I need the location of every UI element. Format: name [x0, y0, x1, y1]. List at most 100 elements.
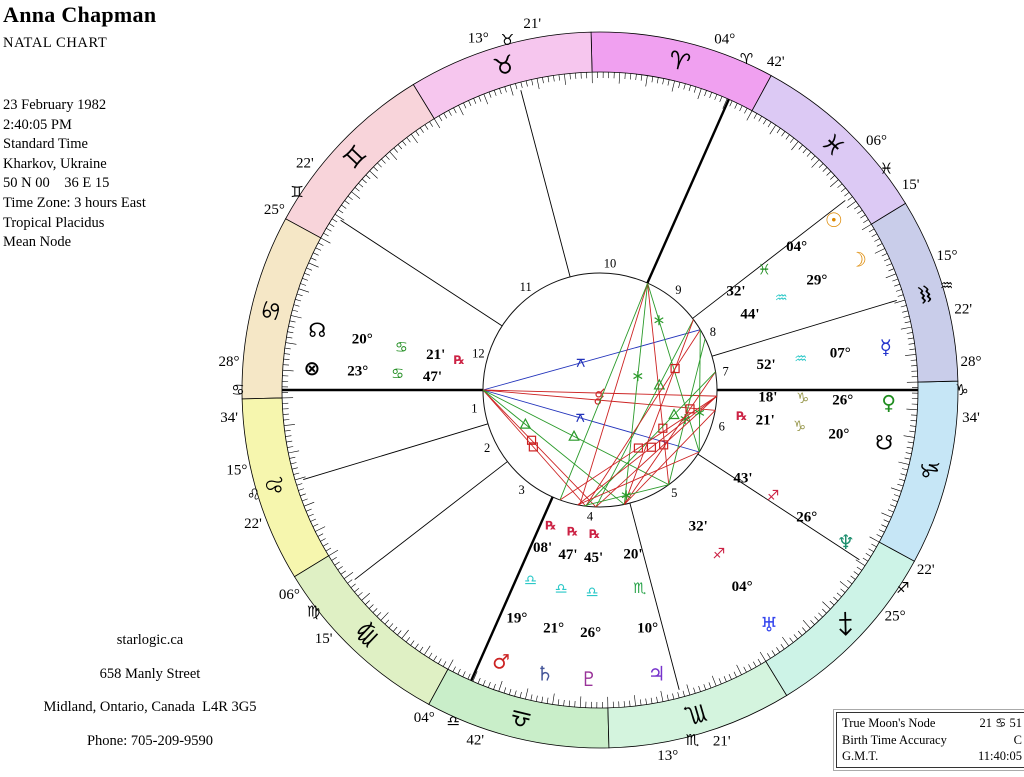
planet-mars-retrograde: ℞ — [545, 518, 556, 532]
aspect-glyph-tr — [668, 408, 680, 420]
planet-pluto-retrograde: ℞ — [589, 527, 600, 541]
cusp-5-sign: ♏ — [686, 731, 700, 749]
zodiac-band: ♈♉♊♋♌♍♎ ♏♐♑♒♓ — [241, 31, 959, 749]
aspect-line — [595, 319, 694, 508]
cusp-1-sign: ♋ — [231, 381, 244, 399]
cusp-3-sign: ♍ — [307, 602, 320, 620]
cusp-2-degree: 15° — [226, 463, 247, 479]
planet-south-node-sign: ♑ — [793, 419, 806, 435]
cusp-6-sign: ♐ — [896, 579, 909, 597]
planet-uranus-degree: 04° — [732, 579, 753, 595]
cusp-8-minute: 22' — [954, 301, 972, 317]
planet-glyph-mercury: ☿ — [880, 335, 892, 359]
aspect-line — [482, 329, 701, 391]
planet-mars: ♂ 19° ♎ 08' ℞ — [492, 518, 556, 673]
planet-mars-minute: 08' — [533, 540, 552, 556]
planet-glyph-part-of-fortune: ⊗ — [303, 356, 320, 380]
info-box-value: 21 ♋ 51 — [979, 716, 1022, 730]
degree-tick-ring — [281, 71, 919, 709]
planet-venus-sign: ♑ — [796, 391, 809, 407]
planet-uranus-minute: 32' — [689, 518, 708, 534]
cusp-12-sign: ♊ — [290, 183, 303, 201]
cusp-11-sign: ♉ — [501, 31, 514, 49]
aspect-line — [647, 283, 670, 485]
planet-part-of-fortune: ⊗ 23° ♋ 47' — [303, 356, 442, 385]
aspect-glyph-tr — [568, 429, 580, 441]
cusp-8-sign: ♒ — [940, 276, 953, 294]
aspect-line — [482, 389, 625, 505]
planet-saturn-retrograde: ℞ — [567, 524, 578, 538]
aspect-line — [579, 282, 649, 506]
cusp-5-degree: 13° — [657, 748, 678, 764]
person-name: Anna Chapman — [3, 2, 157, 27]
cusp-4-minute: 42' — [466, 732, 484, 748]
planet-north-node-retrograde: ℞ — [454, 353, 465, 367]
cusp-1-minute: 34' — [220, 410, 238, 426]
aspect-glyph-qx — [576, 413, 585, 423]
aspect-glyph-tr — [519, 417, 532, 429]
aspect-line — [559, 395, 718, 501]
aspect-glyph-sq — [528, 442, 538, 452]
birth-info-block: 23 February 1982 2:40:05 PM Standard Time K… — [3, 96, 146, 253]
aspect-glyph-sq — [633, 443, 644, 453]
aspect-line — [482, 389, 700, 453]
planet-glyph-mars: ♂ — [492, 650, 510, 674]
aspect-line — [585, 371, 716, 507]
planet-part-of-fortune-degree: 23° — [347, 363, 368, 379]
planet-pluto: ♇ 26° ♎ 45' ℞ — [580, 527, 603, 691]
planet-mars-degree: 19° — [506, 610, 527, 626]
planet-part-of-fortune-sign: ♋ — [391, 366, 404, 382]
planet-neptune: ♆ 26° ♐ 43' — [733, 470, 855, 554]
aspect-hub-circle — [482, 272, 718, 508]
cusp-11-degree: 13° — [468, 30, 489, 46]
planet-glyph-saturn: ♄ — [536, 662, 554, 686]
cusp-4-degree: 04° — [414, 710, 435, 726]
planet-north-node-degree: 20° — [352, 331, 373, 347]
house-number-4: 4 — [587, 510, 594, 524]
chart-header: Anna Chapman NATAL CHART — [3, 2, 156, 52]
planet-mercury-sign: ♒ — [794, 352, 807, 368]
planet-uranus: ♅ 04° ♐32' — [689, 518, 778, 636]
aspect-line — [559, 282, 649, 501]
aspect-glyph-cj — [595, 388, 605, 398]
birth-info-line-7: Mean Node — [3, 234, 72, 251]
planet-glyph-sun: ☉ — [825, 208, 843, 232]
planet-glyph-south-node: ☋ — [875, 431, 893, 455]
planet-glyph-pluto: ♇ — [580, 667, 598, 691]
planet-glyph-venus: ♀ — [881, 391, 896, 415]
cusp-12-degree: 25° — [264, 202, 285, 218]
chart-type-label: NATAL CHART — [3, 35, 108, 51]
footer-line-3: Phone: 705-209-9590 — [86, 732, 214, 749]
planet-moon-minute: 44' — [740, 306, 759, 322]
planet-neptune-sign: ♐ — [766, 489, 779, 505]
planet-saturn: ♄ 21° ♎ 47' ℞ — [536, 524, 578, 685]
house-cusp-line-9 — [692, 200, 846, 319]
planet-glyph-moon: ☽ — [849, 248, 867, 272]
info-box-label: G.M.T. — [842, 749, 879, 763]
planet-mercury-degree: 07° — [830, 346, 851, 362]
planet-glyph-north-node: ☊ — [308, 318, 326, 342]
birth-info-line-1: 2:40:05 PM — [3, 116, 72, 133]
aspect-glyph-tr — [653, 378, 666, 390]
house-number-3: 3 — [519, 483, 525, 497]
house-number-6: 6 — [719, 419, 725, 433]
planet-north-node-sign: ♋ — [395, 340, 408, 356]
house-number-10: 10 — [604, 256, 617, 270]
aspect-glyph-sx — [621, 490, 631, 501]
cusp-8-degree: 15° — [937, 248, 958, 264]
cusp-10-minute: 42' — [767, 54, 785, 70]
cusp-1-degree: 28° — [219, 354, 240, 370]
planet-jupiter-degree: 10° — [637, 620, 658, 636]
house-cusp-line-10 — [646, 98, 730, 284]
planet-sun-sign: ♓ — [758, 263, 771, 279]
aspect-line — [647, 282, 700, 453]
planet-mercury: ☿ 07° ♒ 52' — [757, 335, 892, 373]
planet-saturn-minute: 47' — [558, 547, 577, 563]
planet-south-node-minute: 21' — [756, 413, 775, 429]
aspect-glyph-sx — [694, 407, 705, 418]
planet-sun-minute: 32' — [726, 283, 745, 299]
aspect-line — [585, 329, 701, 507]
footer-line-0: starlogic.ca — [116, 632, 184, 648]
planet-moon-degree: 29° — [806, 272, 827, 288]
